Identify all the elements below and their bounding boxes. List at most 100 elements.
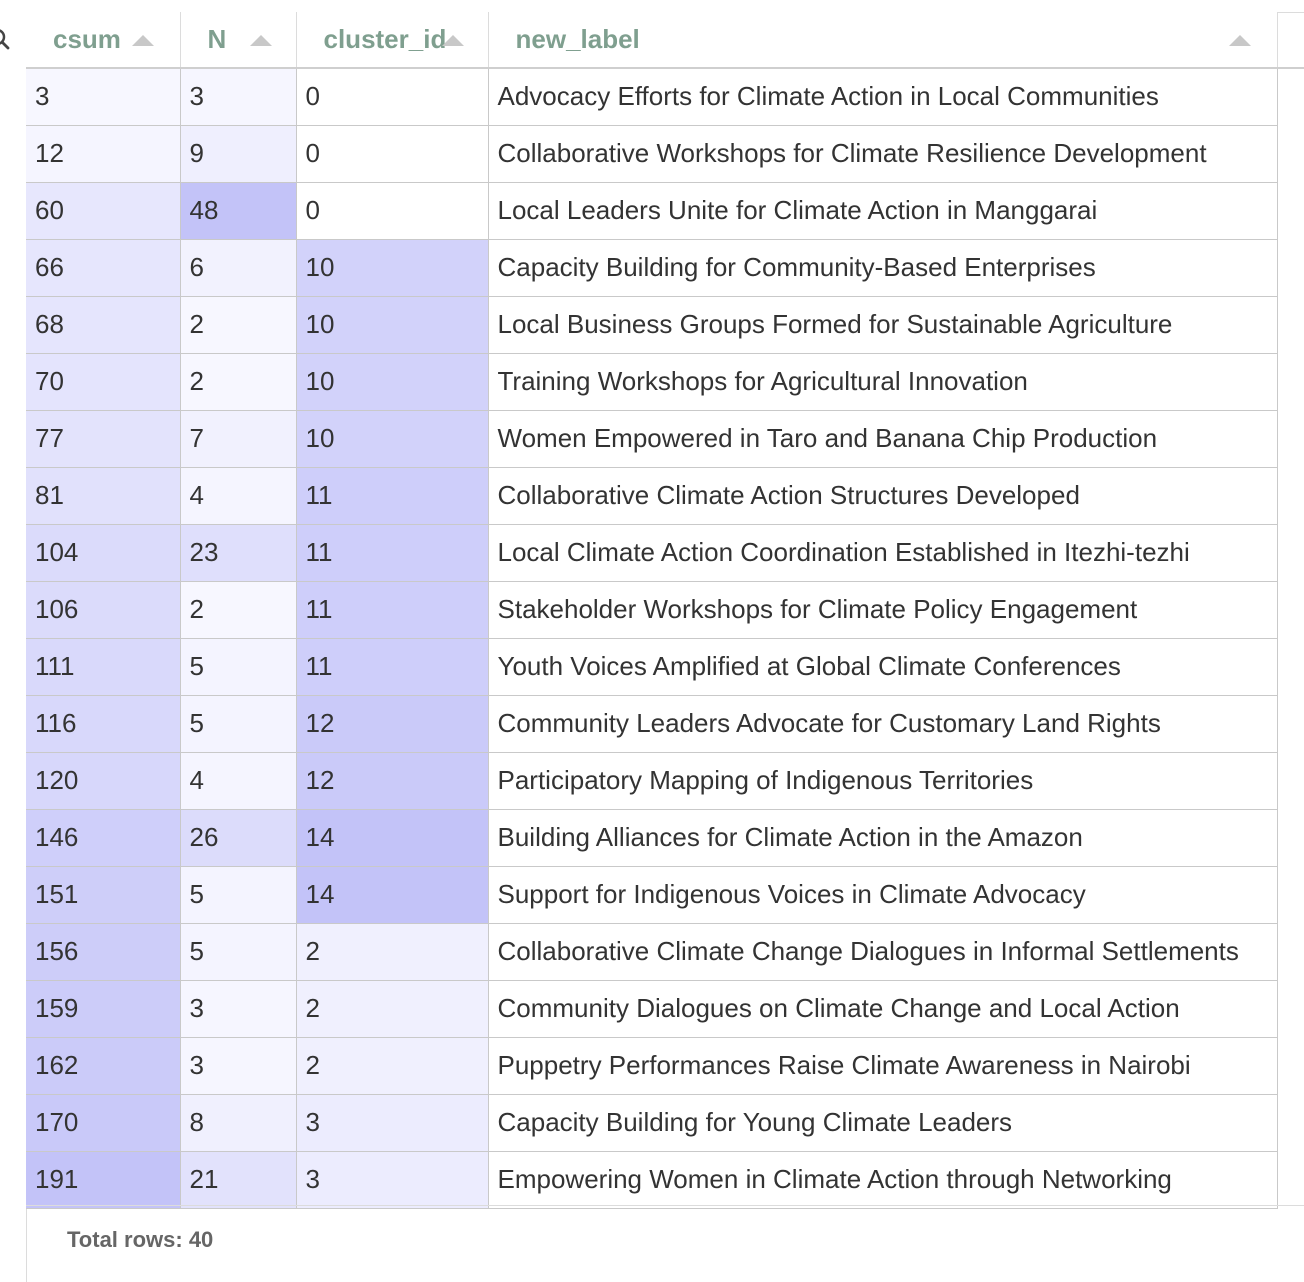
- cell-cluster-id: 10: [296, 410, 489, 468]
- table-row[interactable]: 156 5 2 Collaborative Climate Change Dialog…: [26, 923, 1278, 981]
- cell-n: 3: [180, 68, 297, 126]
- cell-new-label: Local Climate Action Coordination Establ…: [488, 524, 1278, 582]
- cell-new-label: Local Business Groups Formed for Sustain…: [488, 296, 1278, 354]
- cell-n: 8: [180, 1094, 297, 1152]
- table-row[interactable]: 146 26 14 Building Alliances for Climate Ac…: [26, 809, 1278, 867]
- cell-cluster-id: 11: [296, 467, 489, 525]
- table-row[interactable]: 162 3 2 Puppetry Performances Raise Climate…: [26, 1037, 1278, 1095]
- table-row[interactable]: 120 4 12 Participatory Mapping of Indigenou…: [26, 752, 1278, 810]
- column-header-n[interactable]: N: [180, 12, 297, 69]
- column-header-csum[interactable]: csum: [26, 12, 181, 69]
- table-row[interactable]: 191 21 3 Empowering Women in Climate Action…: [26, 1151, 1278, 1209]
- search-icon[interactable]: [0, 28, 12, 50]
- cell-csum: 191: [26, 1151, 181, 1209]
- column-header-cluster-id[interactable]: cluster_id: [296, 12, 489, 69]
- cell-csum: 146: [26, 809, 181, 867]
- table-row[interactable]: 3 3 0 Advocacy Efforts for Climate Action i…: [26, 68, 1278, 126]
- cell-cluster-id: 10: [296, 353, 489, 411]
- table-row[interactable]: 106 2 11 Stakeholder Workshops for Climate …: [26, 581, 1278, 639]
- table-row[interactable]: 151 5 14 Support for Indigenous Voices in C…: [26, 866, 1278, 924]
- cell-n: 5: [180, 923, 297, 981]
- cell-cluster-id: 2: [296, 1037, 489, 1095]
- cell-cluster-id: 11: [296, 524, 489, 582]
- cell-cluster-id: 12: [296, 695, 489, 753]
- cell-csum: 106: [26, 581, 181, 639]
- table-row[interactable]: 170 8 3 Capacity Building for Young Climate…: [26, 1094, 1278, 1152]
- cell-csum: 170: [26, 1094, 181, 1152]
- cell-cluster-id: 2: [296, 923, 489, 981]
- cell-new-label: Stakeholder Workshops for Climate Policy…: [488, 581, 1278, 639]
- data-table: csum N cluster_id new_label 3 3 0 Advocacy …: [26, 12, 1278, 1209]
- column-header-label: cluster_id: [323, 24, 447, 54]
- cell-new-label: Youth Voices Amplified at Global Climate…: [488, 638, 1278, 696]
- sort-ascending-icon[interactable]: [132, 35, 154, 46]
- sort-ascending-icon[interactable]: [441, 35, 464, 46]
- cell-n: 5: [180, 695, 297, 753]
- cell-cluster-id: 14: [296, 866, 489, 924]
- cell-n: 3: [180, 1037, 297, 1095]
- cell-csum: 60: [26, 182, 181, 240]
- cell-n: 9: [180, 125, 297, 183]
- table-row[interactable]: 68 2 10 Local Business Groups Formed for Su…: [26, 296, 1278, 354]
- cell-n: 26: [180, 809, 297, 867]
- cell-new-label: Empowering Women in Climate Action throu…: [488, 1151, 1278, 1209]
- cell-cluster-id: 0: [296, 182, 489, 240]
- table-row[interactable]: 70 2 10 Training Workshops for Agricultural…: [26, 353, 1278, 411]
- total-rows-label: Total rows: 40: [67, 1227, 214, 1252]
- cell-csum: 77: [26, 410, 181, 468]
- table-row[interactable]: 116 5 12 Community Leaders Advocate for Cus…: [26, 695, 1278, 753]
- cell-csum: 116: [26, 695, 181, 753]
- cell-cluster-id: 2: [296, 980, 489, 1038]
- cell-n: 21: [180, 1151, 297, 1209]
- cell-cluster-id: 3: [296, 1094, 489, 1152]
- cell-cluster-id: 10: [296, 239, 489, 297]
- cell-new-label: Women Empowered in Taro and Banana Chip …: [488, 410, 1278, 468]
- cell-new-label: Collaborative Workshops for Climate Resi…: [488, 125, 1278, 183]
- cell-cluster-id: 11: [296, 581, 489, 639]
- table-row[interactable]: 12 9 0 Collaborative Workshops for Climate …: [26, 125, 1278, 183]
- table-body: 3 3 0 Advocacy Efforts for Climate Action i…: [26, 68, 1278, 1209]
- cell-cluster-id: 11: [296, 638, 489, 696]
- cell-new-label: Capacity Building for Community-Based En…: [488, 239, 1278, 297]
- cell-csum: 151: [26, 866, 181, 924]
- table-row[interactable]: 104 23 11 Local Climate Action Coordination…: [26, 524, 1278, 582]
- table-row[interactable]: 77 7 10 Women Empowered in Taro and Banana …: [26, 410, 1278, 468]
- cell-cluster-id: 3: [296, 1151, 489, 1209]
- cell-csum: 68: [26, 296, 181, 354]
- table-row[interactable]: 60 48 0 Local Leaders Unite for Climate Act…: [26, 182, 1278, 240]
- table-row[interactable]: 159 3 2 Community Dialogues on Climate Chan…: [26, 980, 1278, 1038]
- cell-new-label: Capacity Building for Young Climate Lead…: [488, 1094, 1278, 1152]
- cell-n: 5: [180, 866, 297, 924]
- cell-csum: 162: [26, 1037, 181, 1095]
- cell-csum: 104: [26, 524, 181, 582]
- cell-csum: 156: [26, 923, 181, 981]
- cell-n: 4: [180, 752, 297, 810]
- footer-divider: [26, 1205, 1304, 1206]
- table-row[interactable]: 81 4 11 Collaborative Climate Action Struct…: [26, 467, 1278, 525]
- cell-csum: 111: [26, 638, 181, 696]
- cell-cluster-id: 14: [296, 809, 489, 867]
- cell-n: 4: [180, 467, 297, 525]
- column-header-label: csum: [53, 24, 121, 54]
- table-header: csum N cluster_id new_label: [26, 12, 1278, 69]
- cell-new-label: Participatory Mapping of Indigenous Terr…: [488, 752, 1278, 810]
- table-row[interactable]: 66 6 10 Capacity Building for Community-Bas…: [26, 239, 1278, 297]
- cell-new-label: Support for Indigenous Voices in Climate…: [488, 866, 1278, 924]
- cell-n: 5: [180, 638, 297, 696]
- sort-ascending-icon[interactable]: [1228, 35, 1251, 46]
- cell-csum: 120: [26, 752, 181, 810]
- cell-csum: 159: [26, 980, 181, 1038]
- table-row[interactable]: 111 5 11 Youth Voices Amplified at Global C…: [26, 638, 1278, 696]
- cell-cluster-id: 10: [296, 296, 489, 354]
- cell-csum: 81: [26, 467, 181, 525]
- column-header-label: N: [207, 24, 227, 54]
- cell-n: 3: [180, 980, 297, 1038]
- cell-new-label: Community Leaders Advocate for Customary…: [488, 695, 1278, 753]
- cell-n: 2: [180, 581, 297, 639]
- column-header-new-label[interactable]: new_label: [488, 12, 1278, 69]
- cell-cluster-id: 12: [296, 752, 489, 810]
- cell-new-label: Training Workshops for Agricultural Inno…: [488, 353, 1278, 411]
- column-header-label: new_label: [515, 24, 640, 54]
- sort-ascending-icon[interactable]: [249, 35, 272, 46]
- cell-n: 6: [180, 239, 297, 297]
